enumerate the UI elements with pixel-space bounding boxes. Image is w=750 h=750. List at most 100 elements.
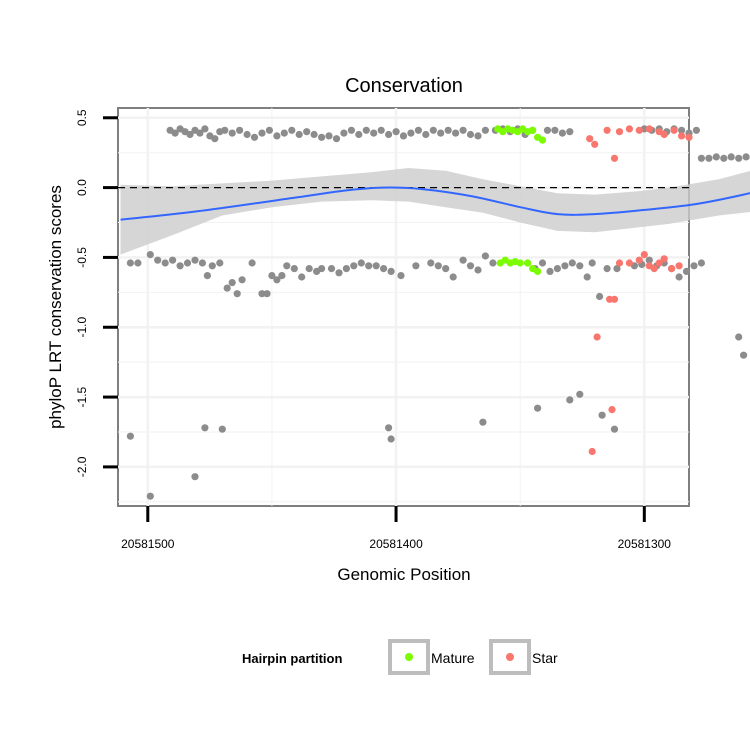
point-other <box>298 273 306 281</box>
legend-key-mature-dot <box>405 653 413 661</box>
point-other <box>740 351 748 359</box>
point-other <box>191 256 199 264</box>
point-other <box>459 126 467 134</box>
point-other <box>392 128 400 136</box>
point-other <box>561 262 569 270</box>
point-other <box>742 153 750 161</box>
point-other <box>727 153 735 161</box>
point-other <box>385 424 393 432</box>
confidence-ribbon <box>120 168 750 255</box>
point-star <box>660 130 668 139</box>
point-other <box>223 284 231 292</box>
point-other <box>216 259 224 267</box>
point-star <box>640 251 648 259</box>
point-other <box>325 132 333 140</box>
point-other <box>613 265 621 273</box>
point-other <box>449 273 457 281</box>
point-other <box>258 290 266 298</box>
point-star <box>635 126 643 134</box>
point-other <box>318 265 326 273</box>
point-other <box>280 129 288 137</box>
point-other <box>278 272 286 280</box>
point-star <box>685 133 693 141</box>
point-other <box>538 259 547 267</box>
y-tick-label: -1.0 <box>75 317 89 338</box>
smooth-line-layer <box>120 186 750 221</box>
point-other <box>248 259 256 267</box>
point-other <box>201 125 209 133</box>
point-other <box>414 126 422 134</box>
point-other <box>134 259 142 267</box>
point-other <box>198 259 206 267</box>
point-other <box>265 126 273 134</box>
legend-title: Hairpin partition <box>242 651 342 666</box>
point-other <box>332 135 341 143</box>
y-tick-label: 0.0 <box>75 179 89 196</box>
point-other <box>546 267 554 275</box>
legend-label-star: Star <box>532 650 558 666</box>
point-star <box>675 262 683 270</box>
point-other <box>303 128 311 136</box>
point-other <box>682 267 691 275</box>
point-other <box>126 432 134 440</box>
point-other <box>347 126 355 134</box>
point-other <box>340 129 348 137</box>
smooth-trend-line <box>120 186 750 221</box>
point-other <box>357 259 365 267</box>
point-other <box>362 126 370 134</box>
point-other <box>372 262 380 270</box>
point-other <box>437 129 445 137</box>
point-other <box>697 154 706 162</box>
point-other <box>735 154 743 162</box>
legend-key-star-dot <box>506 653 514 661</box>
point-other <box>218 425 226 433</box>
point-other <box>201 424 209 432</box>
point-other <box>474 266 482 274</box>
x-axis-title: Genomic Position <box>337 565 470 584</box>
point-other <box>481 252 489 260</box>
confidence-ribbon-layer <box>120 168 750 255</box>
point-other <box>412 262 420 270</box>
point-mature <box>538 136 547 144</box>
point-other <box>692 126 701 134</box>
point-other <box>576 262 584 270</box>
point-star <box>593 333 601 341</box>
point-other <box>720 154 728 162</box>
point-star <box>678 132 686 140</box>
point-mature <box>534 267 542 275</box>
point-other <box>176 262 184 270</box>
point-other <box>126 259 134 267</box>
point-other <box>551 126 559 134</box>
point-other <box>442 265 450 273</box>
point-other <box>397 272 405 280</box>
point-star <box>645 125 653 133</box>
point-other <box>387 267 395 275</box>
point-other <box>169 256 177 264</box>
point-other <box>588 259 596 267</box>
point-other <box>422 130 430 139</box>
point-other <box>283 262 291 270</box>
point-other <box>534 404 542 412</box>
point-other <box>335 269 343 277</box>
point-other <box>444 126 452 134</box>
point-star <box>610 154 619 162</box>
point-other <box>603 265 611 273</box>
point-star <box>670 126 678 134</box>
point-other <box>327 265 336 273</box>
point-other <box>459 256 467 264</box>
point-star <box>591 140 599 148</box>
point-other <box>171 129 179 137</box>
point-other <box>370 129 378 137</box>
point-other <box>466 262 475 270</box>
point-other <box>146 251 154 259</box>
x-tick-label: 20581400 <box>369 537 423 551</box>
point-other <box>481 126 489 134</box>
legend: Hairpin partition Mature Star <box>242 639 558 675</box>
point-other <box>558 129 567 137</box>
point-other <box>434 262 442 270</box>
point-other <box>466 130 475 139</box>
point-other <box>263 290 271 298</box>
point-star <box>608 406 616 414</box>
point-other <box>365 262 373 270</box>
